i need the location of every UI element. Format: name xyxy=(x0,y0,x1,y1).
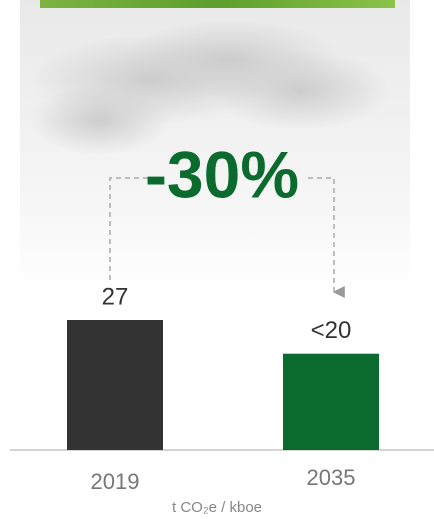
top-strip xyxy=(40,0,395,8)
x-axis-label: t CO₂e / kboe xyxy=(172,499,262,516)
value-label: 27 xyxy=(102,283,129,310)
connector xyxy=(109,177,345,298)
annotation: -30% xyxy=(145,137,299,211)
bar xyxy=(283,353,379,450)
bar xyxy=(67,320,163,450)
smoke xyxy=(30,20,390,155)
value-label: <20 xyxy=(311,317,352,344)
x-tick-label: 2019 xyxy=(91,469,140,494)
x-tick-label: 2035 xyxy=(307,465,356,490)
